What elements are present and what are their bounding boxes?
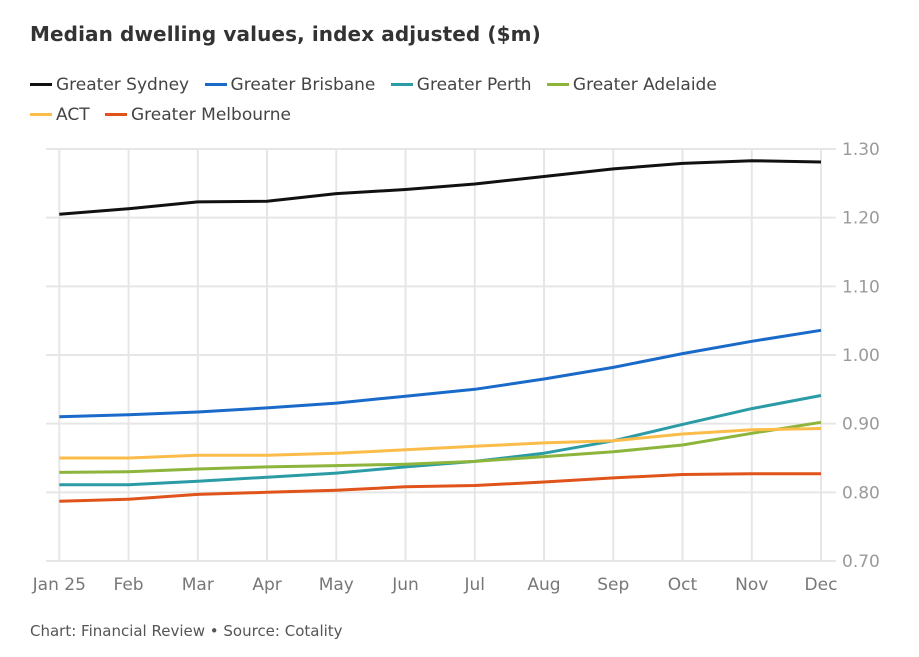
legend-swatch-icon <box>105 113 127 116</box>
y-axis-ticks: 1.30 1.20 1.10 1.00 0.90 0.80 0.70 <box>842 140 880 572</box>
legend-item-greater-perth: Greater Perth <box>390 70 532 100</box>
legend-label: Greater Sydney <box>56 74 190 95</box>
legend-label: Greater Brisbane <box>230 74 376 95</box>
y-tick-label: 0.90 <box>842 415 880 435</box>
y-tick-label: 0.80 <box>842 483 880 503</box>
legend-item-greater-adelaide: Greater Adelaide <box>546 70 717 100</box>
y-tick-label: 1.20 <box>842 209 880 229</box>
legend-label: Greater Adelaide <box>572 74 717 95</box>
y-tick-label: 1.30 <box>842 140 880 160</box>
series-line-act <box>59 427 822 460</box>
series-line-greater-sydney <box>59 159 822 216</box>
legend-swatch-icon <box>204 83 227 86</box>
x-tick-label: Mar <box>182 575 214 595</box>
y-tick-label: 1.00 <box>842 346 880 366</box>
legend-swatch-icon <box>390 83 413 86</box>
x-tick-label: Sep <box>597 575 629 595</box>
legend-swatch-icon <box>546 83 569 86</box>
chart-source: Chart: Financial Review • Source: Cotali… <box>30 622 343 640</box>
x-tick-label: Nov <box>735 575 768 595</box>
series-line-greater-adelaide <box>59 420 822 474</box>
horizontal-gridlines <box>46 148 836 562</box>
x-tick-label: May <box>319 575 354 595</box>
legend-swatch-icon <box>30 83 52 86</box>
vertical-gridlines <box>58 149 822 561</box>
x-tick-label: Apr <box>252 575 281 595</box>
y-tick-label: 1.10 <box>842 277 880 297</box>
legend-label: Greater Perth <box>416 74 532 95</box>
chart-legend: Greater Sydney Greater Brisbane Greater … <box>30 66 890 126</box>
x-axis-ticks: Jan 25 Feb Mar Apr May Jun Jul Aug Sep Oct Nov Dec <box>32 575 838 595</box>
series-lines <box>59 159 822 503</box>
x-tick-label: Aug <box>527 575 560 595</box>
legend-label: ACT <box>56 104 90 125</box>
x-tick-label: Jul <box>464 575 486 595</box>
chart-title: Median dwelling values, index adjusted (… <box>30 22 541 46</box>
x-tick-label: Oct <box>668 575 698 595</box>
x-tick-label: Feb <box>113 575 143 595</box>
legend-item-greater-sydney: Greater Sydney <box>30 70 189 100</box>
y-tick-label: 0.70 <box>842 552 880 572</box>
legend-item-greater-melbourne: Greater Melbourne <box>105 100 291 130</box>
series-line-greater-brisbane <box>59 328 822 419</box>
legend-label: Greater Melbourne <box>131 104 291 125</box>
legend-swatch-icon <box>30 113 52 116</box>
series-line-greater-melbourne <box>59 472 821 503</box>
x-tick-label: Jun <box>391 575 419 595</box>
x-tick-label: Dec <box>805 575 838 595</box>
legend-item-greater-brisbane: Greater Brisbane <box>204 70 376 100</box>
legend-item-act: ACT <box>30 100 90 130</box>
legend-row-2: ACT Greater Melbourne <box>30 96 890 126</box>
legend-row-1: Greater Sydney Greater Brisbane Greater … <box>30 66 890 96</box>
x-tick-label: Jan 25 <box>32 575 86 595</box>
